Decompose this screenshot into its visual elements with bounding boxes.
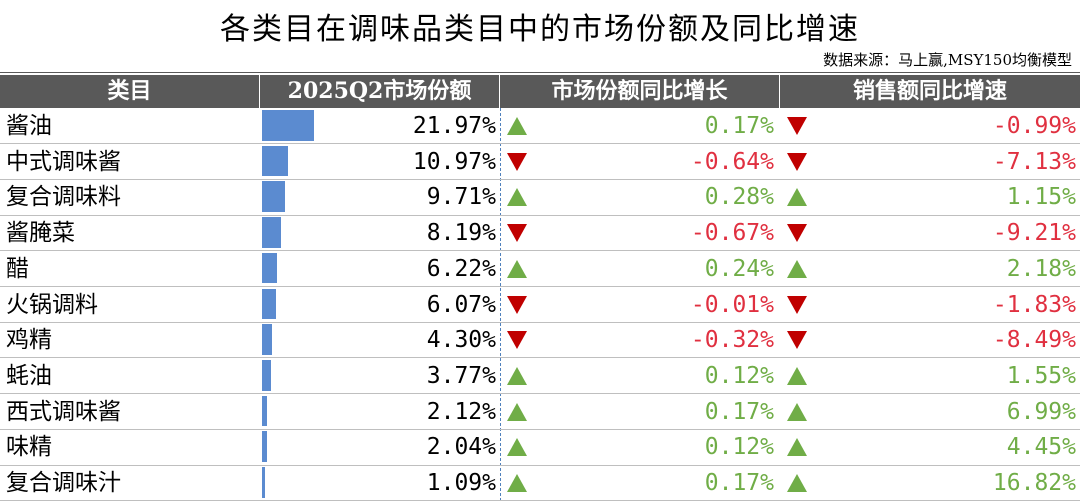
- share-bar: [262, 110, 314, 141]
- down-arrow: [507, 224, 527, 243]
- row-divider: [0, 428, 1080, 430]
- category: 醋: [6, 255, 29, 282]
- header-cell: 销售额同比增速: [780, 75, 1080, 108]
- row-divider: [0, 393, 1080, 395]
- share-change: 0.17%: [704, 113, 774, 139]
- share: 1.09%: [426, 470, 496, 496]
- up-arrow: [787, 259, 807, 278]
- sales-change: 2.18%: [1006, 255, 1076, 282]
- up-arrow: [507, 366, 527, 385]
- sales-change: -1.83%: [992, 291, 1076, 318]
- share-change: 0.17%: [704, 470, 774, 496]
- category: 西式调味酱: [6, 398, 121, 425]
- up-arrow: [507, 438, 527, 457]
- row-divider: [0, 250, 1080, 252]
- share-bar: [262, 217, 282, 248]
- category: 蚝油: [6, 362, 52, 389]
- header-cell: 2025Q2市场份额: [260, 75, 500, 108]
- share-bar: [262, 395, 268, 427]
- title: 各类目在调味品类目中的市场份额及同比增速: [220, 12, 860, 47]
- header-cell: 市场份额同比增长: [500, 75, 780, 108]
- sales-change: 16.82%: [992, 470, 1076, 496]
- down-arrow: [787, 152, 807, 171]
- share: 6.07%: [426, 291, 496, 318]
- share-change: -0.32%: [690, 327, 774, 354]
- up-arrow: [507, 259, 527, 278]
- share-bar: [262, 252, 277, 284]
- category: 复合调味汁: [6, 470, 121, 496]
- share-change: 0.28%: [704, 184, 774, 211]
- sales-change: 1.15%: [1006, 184, 1076, 211]
- up-arrow: [787, 402, 807, 421]
- share-bar: [262, 288, 277, 320]
- share-bar: [262, 145, 288, 177]
- category: 中式调味酱: [6, 148, 121, 175]
- row-divider: [0, 178, 1080, 180]
- down-arrow: [787, 224, 807, 243]
- sales-change: 1.55%: [1006, 362, 1076, 389]
- share-bar: [262, 181, 285, 213]
- category: 鸡精: [6, 327, 52, 354]
- down-arrow: [787, 295, 807, 314]
- sales-change: -0.99%: [992, 113, 1076, 139]
- share-bar: [262, 324, 273, 355]
- category: 复合调味料: [6, 184, 121, 211]
- share-change: 0.12%: [704, 362, 774, 389]
- share: 6.22%: [426, 255, 496, 282]
- sales-change: -9.21%: [992, 220, 1076, 247]
- sales-change: -7.13%: [992, 148, 1076, 175]
- share-change: -0.01%: [690, 291, 774, 318]
- bar-axis: [500, 108, 501, 501]
- up-arrow: [507, 402, 527, 421]
- row-divider: [0, 464, 1080, 466]
- row-divider: [0, 357, 1080, 359]
- share-change: 0.17%: [704, 398, 774, 425]
- down-arrow: [787, 117, 807, 135]
- row-divider: [0, 214, 1080, 216]
- down-arrow: [507, 295, 527, 314]
- up-arrow: [787, 438, 807, 457]
- share: 3.77%: [426, 362, 496, 389]
- down-arrow: [507, 152, 527, 171]
- share: 2.04%: [426, 434, 496, 461]
- share-change: -0.67%: [690, 220, 774, 247]
- share: 2.12%: [426, 398, 496, 425]
- down-arrow: [787, 331, 807, 350]
- up-arrow: [507, 188, 527, 207]
- sales-change: 4.45%: [1006, 434, 1076, 461]
- row-divider: [0, 143, 1080, 145]
- up-arrow: [787, 366, 807, 385]
- share-change: 0.24%: [704, 255, 774, 282]
- sales-change: -8.49%: [992, 327, 1076, 354]
- category: 味精: [6, 434, 52, 461]
- up-arrow: [787, 188, 807, 207]
- divider: [0, 72, 1080, 73]
- share: 10.97%: [412, 148, 496, 175]
- up-arrow: [787, 474, 807, 492]
- source-note: 数据来源：马上赢,MSY150均衡模型: [823, 51, 1072, 69]
- category: 酱油: [6, 113, 52, 139]
- share-change: 0.12%: [704, 434, 774, 461]
- share: 4.30%: [426, 327, 496, 354]
- share: 21.97%: [412, 113, 496, 139]
- sales-change: 6.99%: [1006, 398, 1076, 425]
- share: 8.19%: [426, 220, 496, 247]
- header-cell: 类目: [0, 75, 260, 108]
- share-change: -0.64%: [690, 148, 774, 175]
- share-bar: [262, 431, 267, 462]
- row-divider: [0, 286, 1080, 287]
- up-arrow: [507, 117, 527, 135]
- category: 酱腌菜: [6, 220, 75, 247]
- category: 火锅调料: [6, 291, 98, 318]
- up-arrow: [507, 474, 527, 492]
- share: 9.71%: [426, 184, 496, 211]
- share-bar: [262, 359, 271, 391]
- share-bar: [262, 467, 265, 498]
- down-arrow: [507, 331, 527, 350]
- row-divider: [0, 321, 1080, 323]
